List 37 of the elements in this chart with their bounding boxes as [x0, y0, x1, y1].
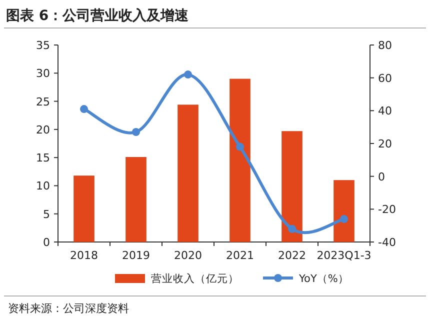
bar	[178, 104, 198, 242]
legend-label: YoY（%）	[298, 273, 349, 285]
point	[184, 70, 192, 79]
y2-tick-label: -20	[378, 203, 396, 216]
point	[80, 105, 88, 114]
point	[132, 128, 140, 136]
x-tick-label: 2020	[174, 249, 202, 262]
x-tick-label: 2023Q1-3	[316, 249, 372, 262]
x-tick-label: 2022	[278, 249, 306, 262]
y-tick-label: 35	[36, 39, 50, 52]
x-tick-label: 2019	[122, 249, 150, 262]
y-tick-label: 5	[43, 208, 50, 221]
point	[288, 224, 296, 233]
bar	[282, 131, 302, 242]
y2-tick-label: 40	[378, 104, 392, 118]
bar	[334, 180, 354, 242]
y-tick-label: 30	[36, 67, 50, 80]
x-tick-label: 2021	[226, 249, 254, 262]
y2-tick-label: 80	[378, 39, 392, 52]
text: 资料来源：公司深度资料	[8, 302, 129, 315]
bar	[230, 78, 250, 242]
y-tick-label: 0	[43, 236, 50, 249]
y2-tick-label: -40	[378, 236, 396, 249]
bar	[74, 176, 94, 242]
point	[236, 142, 244, 151]
y2-tick-label: 60	[378, 72, 392, 85]
legend-label: 营业收入（亿元）	[151, 272, 239, 285]
x-tick-label: 2018	[70, 249, 98, 262]
point	[340, 215, 348, 224]
bar	[126, 157, 146, 242]
y-tick-label: 25	[36, 95, 50, 108]
y2-tick-label: 20	[378, 138, 392, 150]
y-tick-label: 20	[36, 123, 50, 136]
y-tick-label: 10	[36, 180, 50, 193]
chart-title: 图表 6：公司营业收入及增速	[6, 8, 190, 24]
y2-tick-label: 0	[378, 170, 385, 184]
y-tick-label: 15	[36, 152, 50, 165]
